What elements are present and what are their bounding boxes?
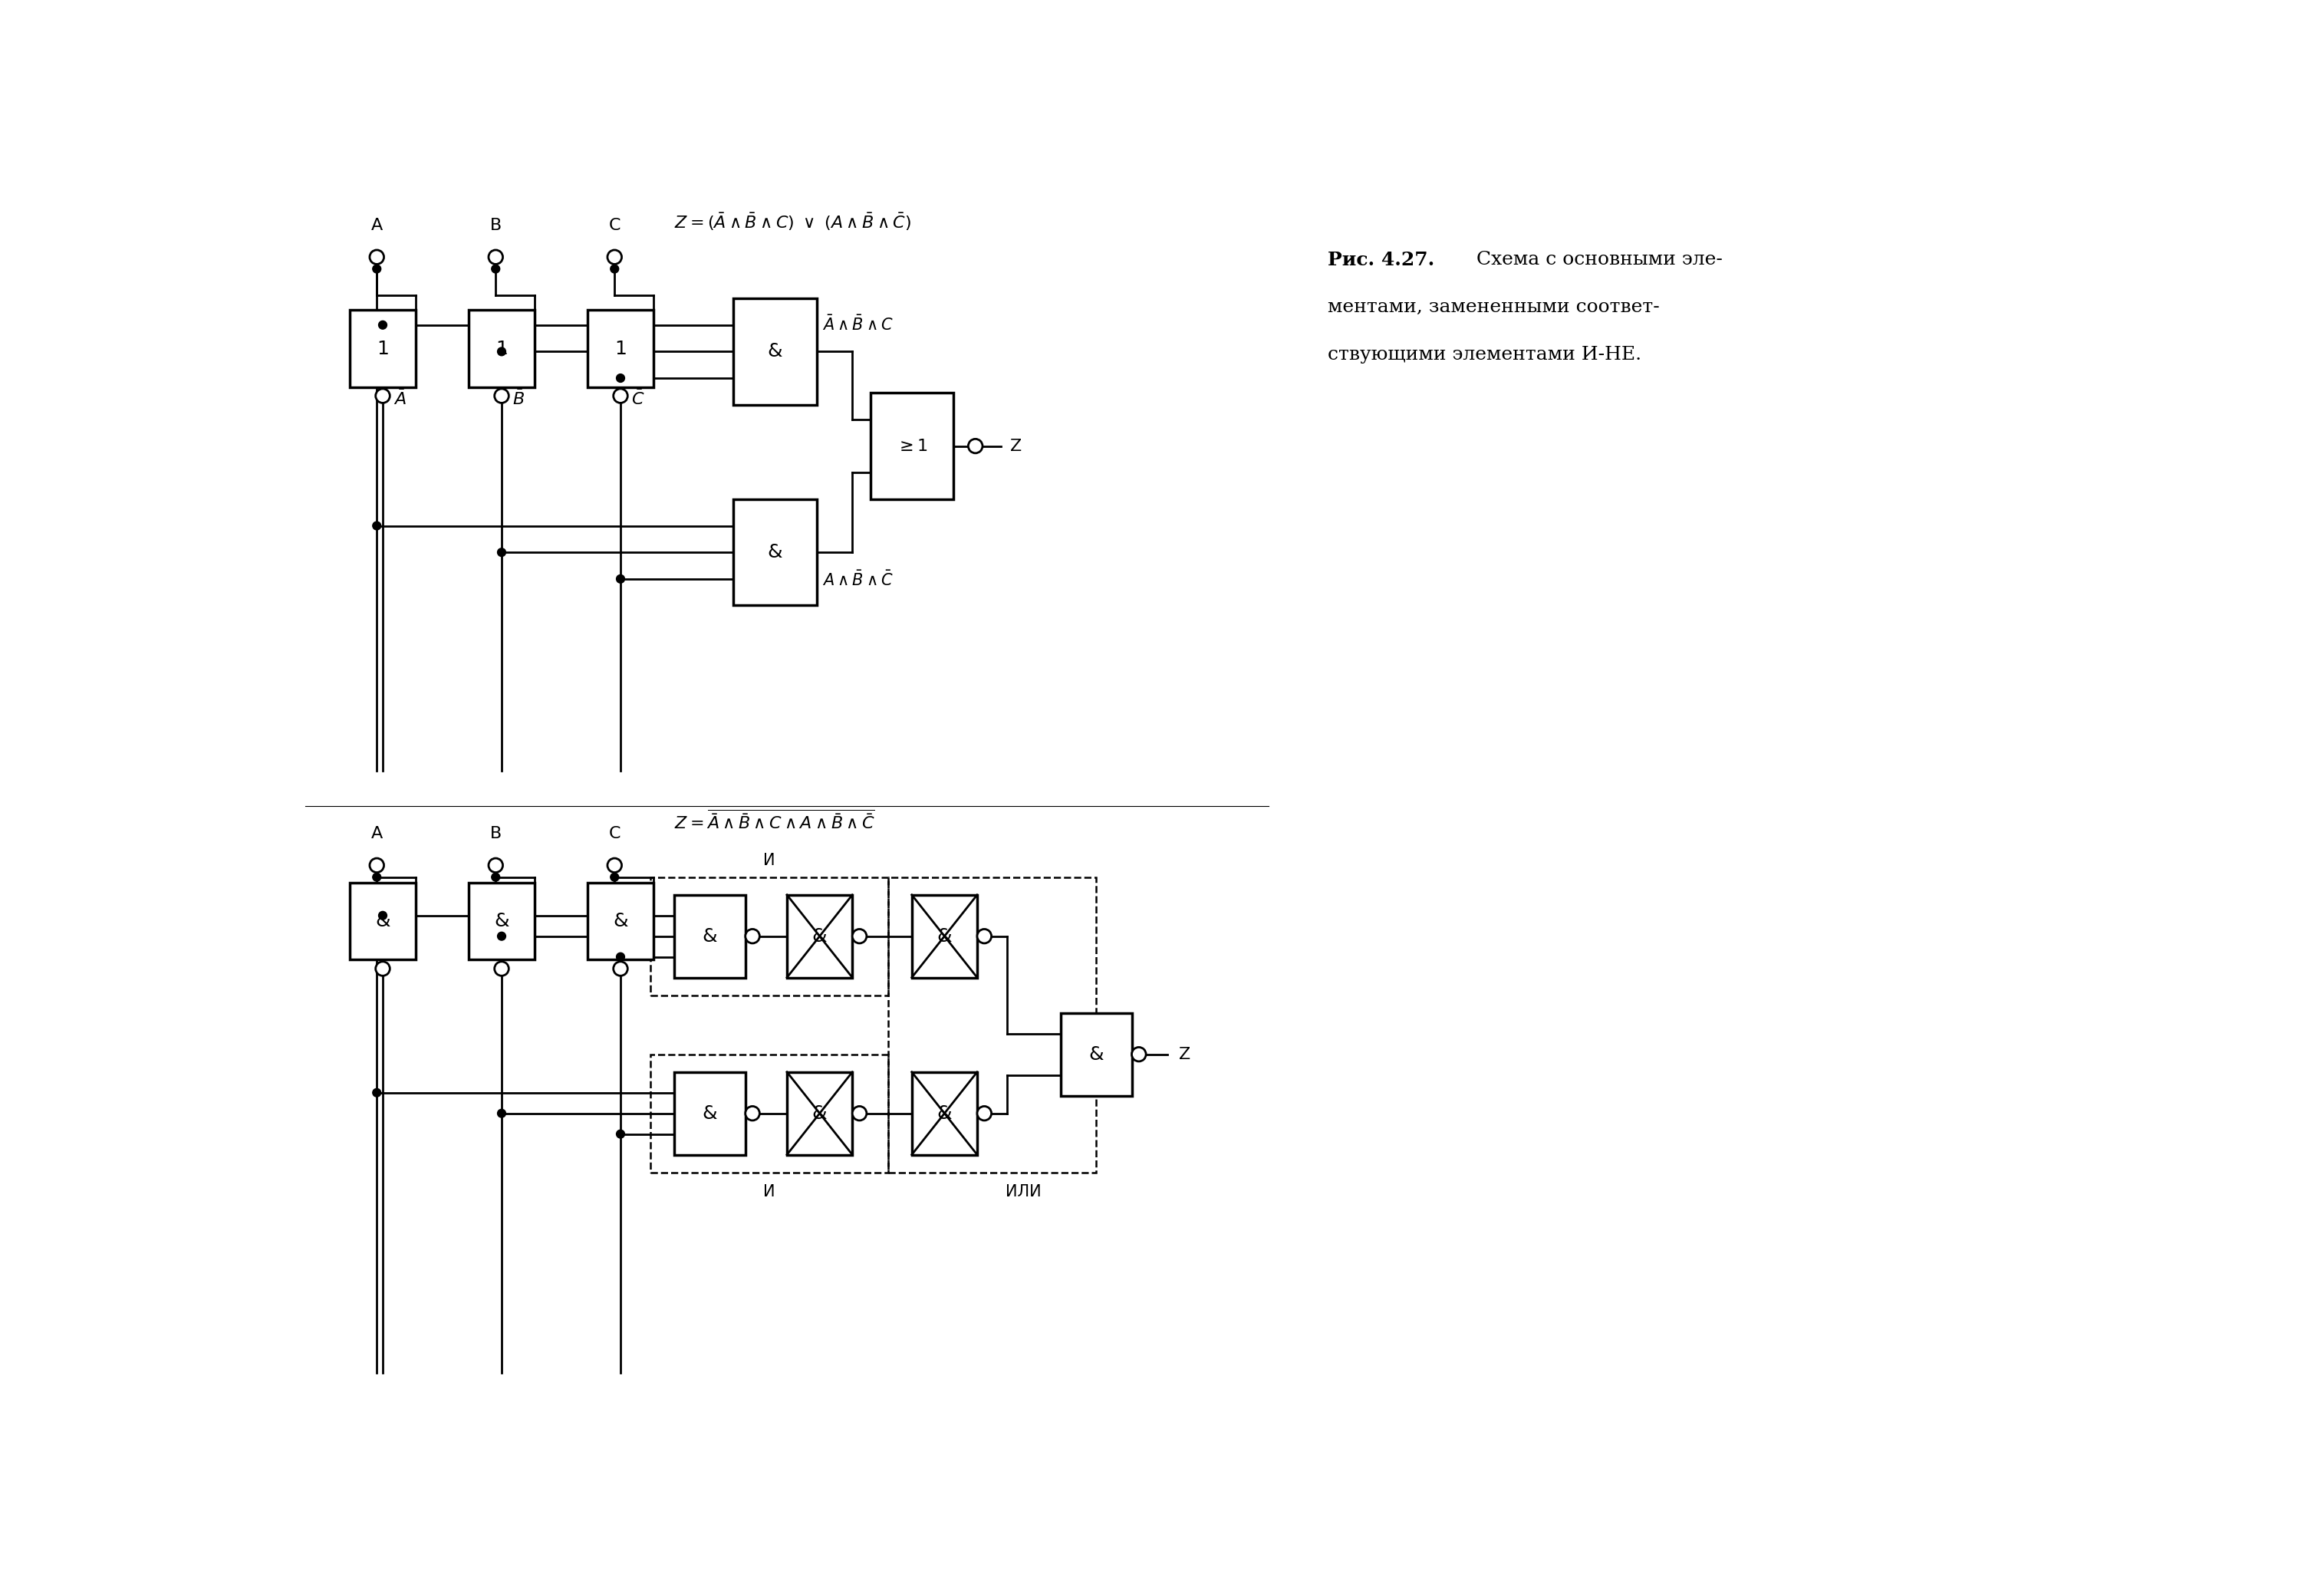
Circle shape bbox=[610, 265, 619, 273]
Text: 1: 1 bbox=[495, 340, 509, 358]
Text: &: & bbox=[937, 927, 953, 945]
Circle shape bbox=[746, 1106, 759, 1120]
Circle shape bbox=[370, 859, 384, 873]
Circle shape bbox=[851, 1106, 867, 1120]
Bar bbox=[911, 895, 978, 977]
Circle shape bbox=[614, 961, 628, 975]
Text: A: A bbox=[370, 219, 382, 233]
Circle shape bbox=[488, 859, 504, 873]
Circle shape bbox=[617, 373, 624, 383]
Text: И: И bbox=[764, 1184, 775, 1200]
Text: &: & bbox=[769, 343, 782, 361]
Text: $\bar{C}$: $\bar{C}$ bbox=[630, 389, 644, 409]
Bar bbox=[651, 1055, 888, 1173]
Text: $Z = \overline{\bar{A}\wedge\bar{B}\wedge C\wedge A\wedge\bar{B}\wedge\bar{C}}$: $Z = \overline{\bar{A}\wedge\bar{B}\wedg… bbox=[674, 809, 874, 833]
Text: $\bar{A}$: $\bar{A}$ bbox=[393, 389, 407, 409]
Text: Z: Z bbox=[1010, 439, 1022, 453]
Bar bbox=[1061, 1013, 1132, 1095]
Circle shape bbox=[614, 389, 628, 402]
Circle shape bbox=[495, 961, 509, 975]
Text: И: И bbox=[764, 852, 775, 868]
Text: &: & bbox=[702, 927, 718, 945]
Bar bbox=[734, 500, 817, 605]
Circle shape bbox=[380, 321, 387, 329]
Text: $\bar{A}\wedge\bar{B}\wedge C$: $\bar{A}\wedge\bar{B}\wedge C$ bbox=[824, 316, 895, 334]
Text: &: & bbox=[1088, 1045, 1104, 1063]
Circle shape bbox=[497, 547, 506, 557]
Text: $\geq$1: $\geq$1 bbox=[895, 439, 927, 453]
Bar bbox=[787, 1073, 851, 1154]
Bar bbox=[587, 883, 653, 959]
Text: ствующими элементами И-НЕ.: ствующими элементами И-НЕ. bbox=[1328, 346, 1641, 364]
Circle shape bbox=[617, 1130, 624, 1138]
Text: &: & bbox=[937, 1104, 953, 1122]
Circle shape bbox=[373, 522, 382, 530]
Text: &: & bbox=[702, 1104, 718, 1122]
Text: Рис. 4.27.: Рис. 4.27. bbox=[1328, 251, 1436, 270]
Text: &: & bbox=[769, 543, 782, 562]
Circle shape bbox=[380, 911, 387, 919]
Text: B: B bbox=[490, 219, 502, 233]
Text: $\bar{B}$: $\bar{B}$ bbox=[513, 389, 525, 409]
Circle shape bbox=[497, 348, 506, 356]
Text: $Z = (\bar{A}\wedge\bar{B}\wedge C)\ \vee\ (A\wedge\bar{B}\wedge\bar{C})$: $Z = (\bar{A}\wedge\bar{B}\wedge C)\ \ve… bbox=[674, 211, 911, 231]
Circle shape bbox=[492, 873, 499, 881]
Bar bbox=[674, 1073, 746, 1154]
Circle shape bbox=[617, 953, 624, 961]
Text: &: & bbox=[812, 1104, 826, 1122]
Text: ИЛИ: ИЛИ bbox=[1006, 1184, 1040, 1200]
Bar bbox=[587, 310, 653, 386]
Circle shape bbox=[851, 929, 867, 943]
Circle shape bbox=[610, 873, 619, 881]
Circle shape bbox=[617, 575, 624, 583]
Bar bbox=[350, 883, 416, 959]
Circle shape bbox=[497, 1109, 506, 1117]
Circle shape bbox=[607, 859, 621, 873]
Circle shape bbox=[375, 389, 389, 402]
Text: Схема с основными эле-: Схема с основными эле- bbox=[1477, 251, 1723, 268]
Circle shape bbox=[375, 961, 389, 975]
Text: 1: 1 bbox=[377, 340, 389, 358]
Bar bbox=[469, 310, 534, 386]
Bar bbox=[787, 895, 851, 977]
Circle shape bbox=[373, 265, 382, 273]
Text: 1: 1 bbox=[614, 340, 626, 358]
Circle shape bbox=[373, 1088, 382, 1096]
Circle shape bbox=[607, 251, 621, 265]
Bar bbox=[469, 883, 534, 959]
Bar bbox=[674, 895, 746, 977]
Circle shape bbox=[488, 251, 504, 265]
Circle shape bbox=[373, 873, 382, 881]
Circle shape bbox=[370, 251, 384, 265]
Circle shape bbox=[495, 389, 509, 402]
Text: &: & bbox=[375, 913, 391, 930]
Text: B: B bbox=[490, 827, 502, 841]
Circle shape bbox=[978, 929, 992, 943]
Bar bbox=[911, 1073, 978, 1154]
Text: &: & bbox=[612, 913, 628, 930]
Text: Z: Z bbox=[1178, 1047, 1192, 1061]
Circle shape bbox=[492, 265, 499, 273]
Bar bbox=[350, 310, 416, 386]
Text: $A\wedge\bar{B}\wedge\bar{C}$: $A\wedge\bar{B}\wedge\bar{C}$ bbox=[824, 570, 895, 589]
Text: C: C bbox=[607, 827, 621, 841]
Circle shape bbox=[746, 929, 759, 943]
Text: C: C bbox=[607, 219, 621, 233]
Text: A: A bbox=[370, 827, 382, 841]
Bar bbox=[870, 393, 953, 500]
Circle shape bbox=[497, 932, 506, 940]
Circle shape bbox=[978, 1106, 992, 1120]
Text: &: & bbox=[812, 927, 826, 945]
Circle shape bbox=[1132, 1047, 1146, 1061]
Text: ментами, замененными соответ-: ментами, замененными соответ- bbox=[1328, 298, 1659, 316]
Text: &: & bbox=[495, 913, 509, 930]
Bar bbox=[734, 298, 817, 405]
Circle shape bbox=[969, 439, 983, 453]
Bar bbox=[888, 878, 1095, 1173]
Bar bbox=[651, 878, 888, 996]
